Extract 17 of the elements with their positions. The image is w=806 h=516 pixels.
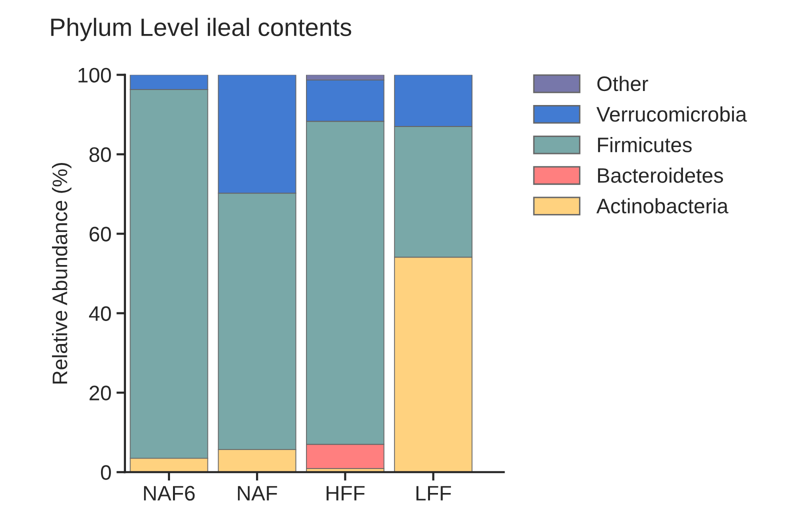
y-tick-label: 20 <box>90 386 111 400</box>
legend-label: Firmicutes <box>598 136 692 152</box>
y-tick-label: 0 <box>100 465 111 480</box>
legend-label: Bacteroidetes <box>598 168 724 183</box>
y-tick-label: 60 <box>90 226 111 242</box>
chart-title: Phylum Level ileal contents <box>51 18 352 42</box>
y-tick-label: 100 <box>78 68 111 83</box>
legend-label: Verrucomicrobia <box>596 106 747 122</box>
x-tick-label: NAF <box>238 486 278 500</box>
x-tick-label: NAF6 <box>144 486 195 501</box>
y-tick-label: 40 <box>89 306 111 321</box>
legend-label: Other <box>597 76 648 92</box>
legend-label: Actinobacteria <box>596 198 728 214</box>
y-tick-label: 80 <box>89 147 111 162</box>
x-tick-label: LFF <box>416 486 451 500</box>
y-axis-title: Relative Abundance (%) <box>52 163 72 384</box>
x-tick-label: HFF <box>326 486 365 500</box>
